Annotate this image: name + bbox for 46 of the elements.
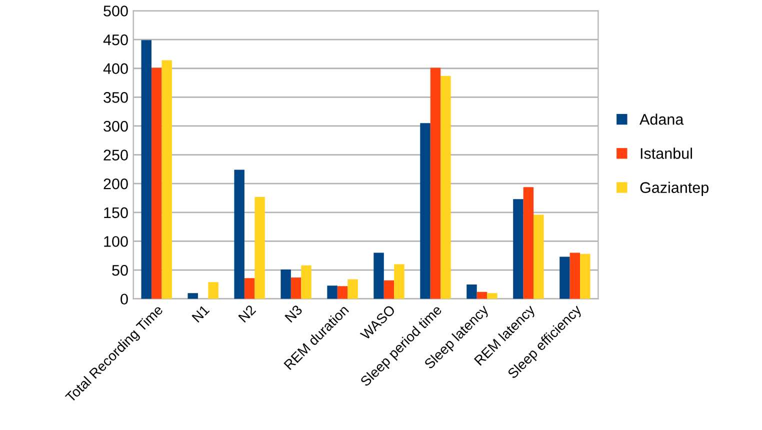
bar (301, 265, 312, 299)
bar (466, 284, 477, 299)
bar (580, 254, 590, 299)
bar (254, 196, 265, 299)
bar (570, 252, 580, 299)
x-tick-label: N2 (238, 304, 256, 323)
bar (440, 76, 451, 299)
bar (162, 60, 172, 299)
bar (560, 256, 570, 299)
legend-label: Istanbul (640, 148, 692, 159)
y-tick-label: 350 (104, 92, 128, 103)
bar (188, 293, 198, 299)
bar (337, 286, 348, 299)
y-tick-label: 300 (104, 120, 128, 132)
x-tick-label: N1 (192, 304, 210, 323)
legend-label: Adana (640, 114, 684, 125)
bar (327, 286, 338, 299)
bar (208, 282, 218, 299)
bar (420, 123, 430, 299)
y-tick-label: 250 (104, 150, 128, 160)
bar (523, 187, 534, 299)
y-tick-label: 50 (112, 264, 128, 276)
y-tick-label: 150 (104, 207, 128, 218)
bar (430, 68, 441, 299)
bar (141, 40, 152, 299)
bar (151, 68, 162, 299)
y-tick-label: 0 (120, 294, 128, 305)
bar (280, 269, 291, 299)
y-tick-label: 500 (104, 6, 128, 16)
bar (534, 214, 544, 299)
bar (384, 280, 394, 299)
bar (234, 170, 244, 299)
bar (374, 252, 384, 299)
y-tick-label: 100 (104, 236, 128, 247)
bar (394, 264, 404, 299)
bar (348, 279, 358, 299)
bar (476, 292, 488, 299)
y-tick-label: 450 (103, 34, 128, 46)
y-tick-label: 400 (103, 63, 128, 74)
bar (244, 278, 255, 299)
x-tick-label: N3 (284, 304, 303, 323)
y-tick-label: 200 (104, 178, 128, 190)
bar (513, 199, 524, 299)
bar (290, 278, 302, 299)
legend-label: Gaziantep (640, 182, 708, 196)
bar (487, 293, 498, 299)
